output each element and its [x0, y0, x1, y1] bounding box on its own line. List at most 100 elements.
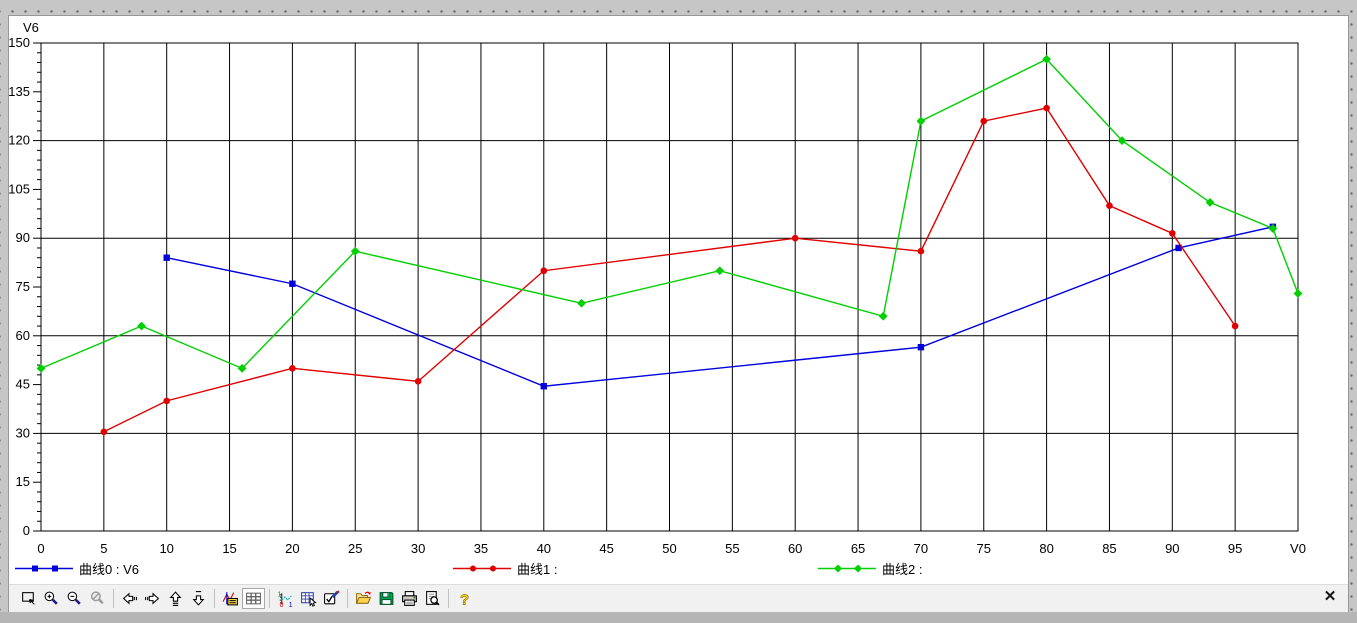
y-tick-label: 120: [9, 133, 30, 148]
curve-style-icon: 10 1: [278, 591, 293, 607]
data-point-marker: [1169, 230, 1176, 237]
grid-toggle-icon: [246, 592, 261, 605]
close-button[interactable]: ✕: [1323, 588, 1337, 605]
data-table-button[interactable]: [297, 588, 320, 609]
data-point-marker: [350, 246, 360, 256]
data-point-marker: [100, 428, 108, 436]
svg-text:?: ?: [460, 592, 469, 607]
scroll-left-button[interactable]: [118, 588, 141, 609]
data-point-marker: [163, 397, 170, 405]
data-point-marker: [1042, 54, 1051, 64]
data-point-marker: [1293, 289, 1303, 298]
print-preview-icon: [426, 591, 440, 606]
svg-text:1: 1: [289, 602, 293, 607]
edit-curve-icon: [324, 590, 340, 605]
open-file-icon: [355, 591, 372, 604]
data-point-marker: [414, 378, 422, 385]
chart-legend: 曲线0 : V6 曲线1 : 曲线2 :: [9, 560, 1348, 577]
edit-curve-button[interactable]: [320, 588, 343, 609]
data-point-marker: [1117, 136, 1127, 145]
data-point-marker: [1205, 198, 1215, 207]
data-point-marker: [137, 321, 146, 331]
bottom-strip: [0, 612, 1357, 623]
x-tick-label: 55: [725, 541, 739, 556]
legend-label-1: 曲线1 :: [517, 562, 558, 577]
print-icon: [402, 591, 417, 606]
toolbar-separator: [214, 589, 215, 608]
scroll-up-icon: [169, 591, 182, 606]
y-tick-label: 135: [9, 84, 30, 99]
data-point-marker: [1231, 322, 1239, 330]
x-tick-label: 35: [474, 541, 488, 556]
toolbar-separator: [448, 589, 449, 608]
zoom-in-button[interactable]: [40, 588, 63, 609]
help-button[interactable]: ?: [453, 588, 476, 609]
data-point-marker: [540, 267, 548, 275]
x-tick-label: 80: [1039, 541, 1053, 556]
save-file-icon: [379, 592, 394, 605]
zoom-reset-icon: [90, 591, 104, 605]
y-tick-label: 105: [9, 181, 30, 196]
legend-line-sample-red: [453, 565, 511, 572]
zoom-region-button[interactable]: [17, 588, 40, 609]
legend-toggle-button[interactable]: [219, 588, 242, 609]
x-tick-label: 85: [1102, 541, 1116, 556]
data-point-marker: [237, 363, 247, 373]
y-tick-label: 75: [16, 279, 30, 294]
toolbar-separator: [113, 589, 114, 608]
x-tick-label: 20: [285, 541, 299, 556]
legend-toggle-icon: [222, 592, 238, 606]
x-tick-label: 50: [662, 541, 676, 556]
legend-item-1: 曲线1 :: [453, 560, 557, 577]
x-tick-label: 70: [914, 541, 928, 556]
scroll-down-button[interactable]: [187, 588, 210, 609]
series-line: [166, 226, 1274, 387]
x-tick-label: 5: [100, 541, 107, 556]
zoom-out-icon: [67, 591, 81, 605]
x-tick-label: 0: [37, 541, 44, 556]
x-tick-label: 30: [411, 541, 425, 556]
series-2: [36, 54, 1303, 373]
y-axis-title: V6: [23, 20, 39, 35]
data-point-marker: [1043, 104, 1050, 112]
toolbar-separator: [347, 589, 348, 608]
x-tick-label: 90: [1165, 541, 1179, 556]
toolbar: 1 0 1?: [9, 584, 1348, 612]
y-tick-label: 150: [9, 35, 30, 50]
save-file-button[interactable]: [375, 588, 398, 609]
y-tick-label: 0: [23, 523, 30, 538]
scroll-down-icon: [192, 591, 205, 606]
legend-item-2: 曲线2 :: [818, 560, 922, 577]
y-tick-label: 90: [16, 230, 30, 245]
data-table-icon: [301, 592, 317, 607]
data-point-marker: [1106, 202, 1113, 209]
zoom-out-button[interactable]: [63, 588, 86, 609]
data-point-marker: [791, 234, 799, 242]
open-file-button[interactable]: [352, 588, 375, 609]
zoom-region-icon: [22, 592, 35, 605]
scroll-right-button[interactable]: [141, 588, 164, 609]
scroll-right-icon: [145, 592, 160, 605]
legend-label-0: 曲线0 : V6: [79, 562, 139, 577]
curve-chart-window: 0 15 30 45 60 75 90 105 120 135 150 V6 0 5 10 15 20 25 30 3…: [8, 15, 1349, 612]
data-point-marker: [289, 280, 296, 287]
x-tick-label: 60: [788, 541, 802, 556]
series-1: [100, 104, 1239, 436]
grid-toggle-button[interactable]: [242, 588, 265, 609]
x-tick-label: 15: [222, 541, 236, 556]
y-tick-label: 30: [16, 425, 30, 440]
x-tick-label: 75: [977, 541, 991, 556]
print-preview-button[interactable]: [421, 588, 444, 609]
data-point-marker: [289, 365, 296, 372]
data-point-marker: [577, 298, 586, 308]
print-button[interactable]: [398, 588, 421, 609]
scroll-up-button[interactable]: [164, 588, 187, 609]
data-point-marker: [1175, 244, 1182, 252]
data-point-marker: [917, 343, 925, 351]
x-tick-label: 40: [537, 541, 551, 556]
y-axis-labels: 0 15 30 45 60 75 90 105 120 135 150: [9, 35, 30, 538]
legend-line-sample-green: [818, 564, 876, 573]
